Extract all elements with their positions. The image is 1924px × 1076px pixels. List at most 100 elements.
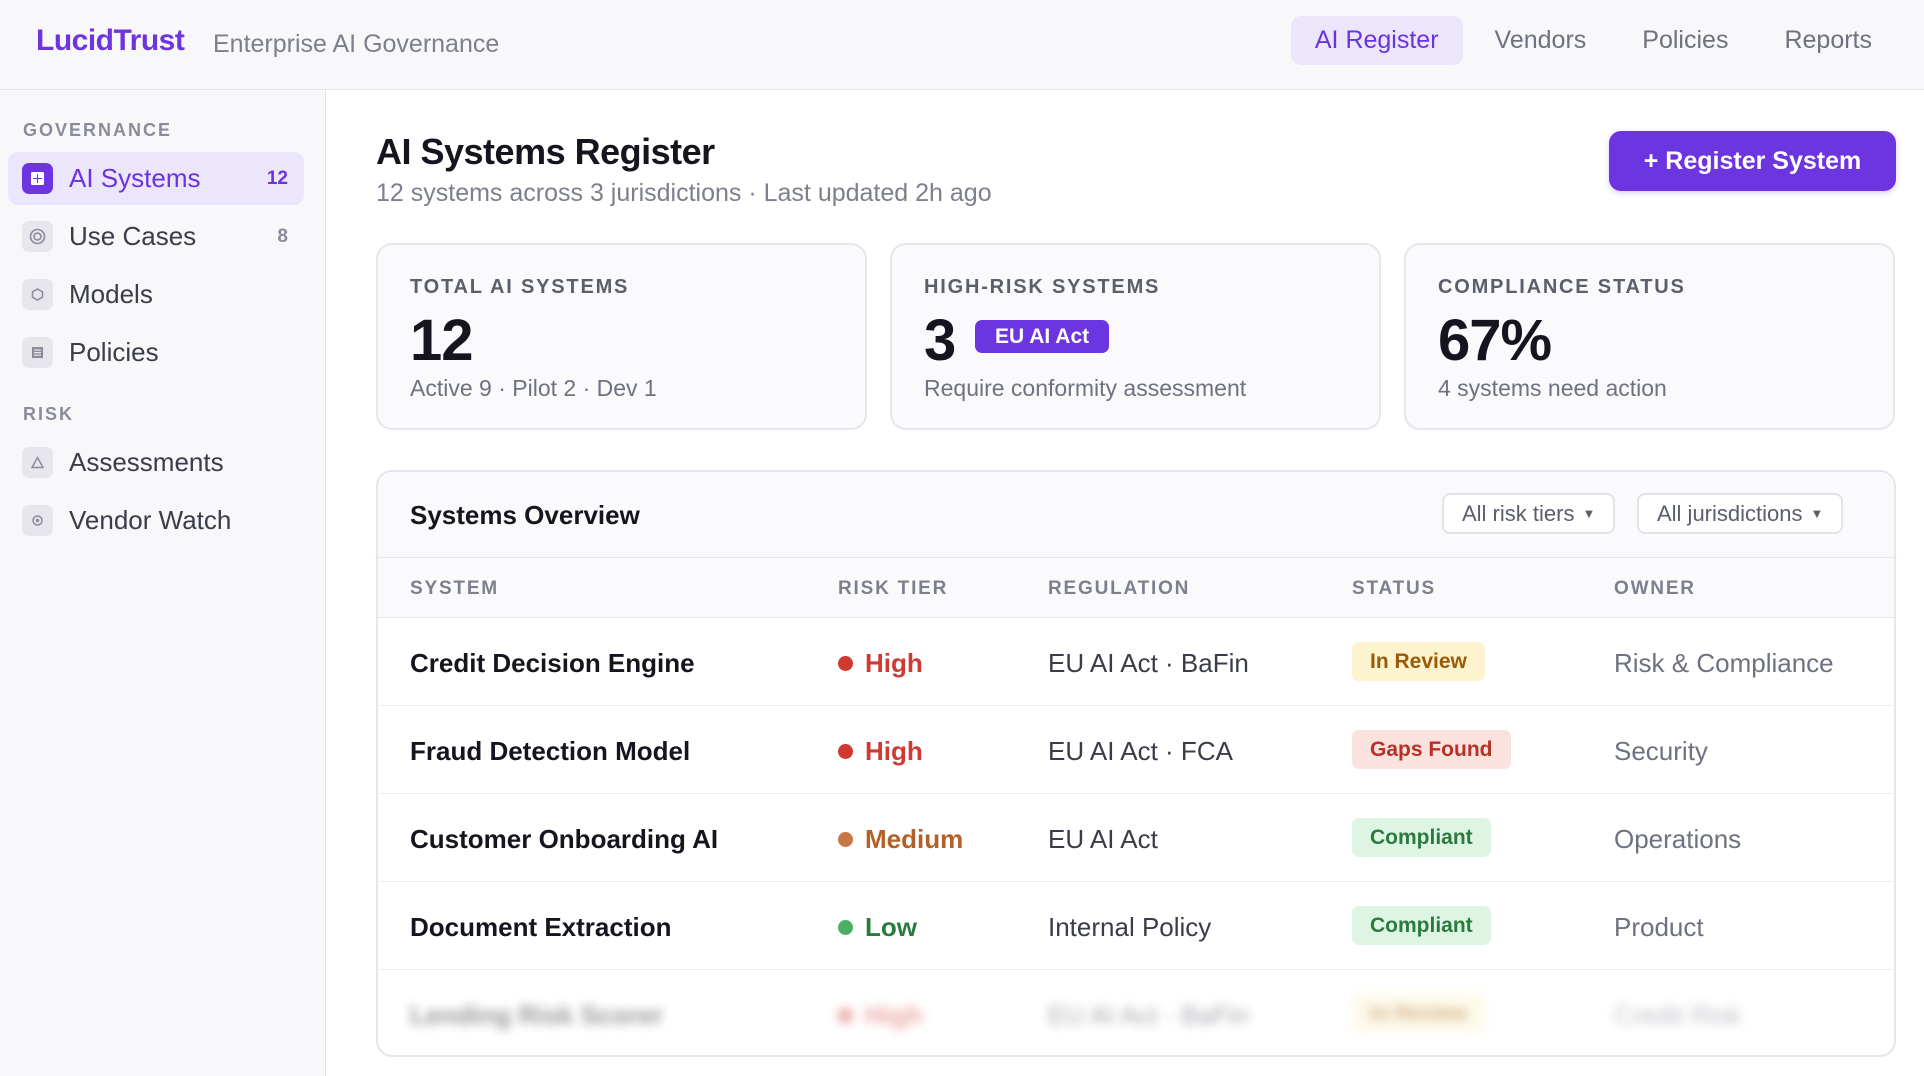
risk-tier-filter[interactable]: All risk tiers ▼ [1442, 493, 1616, 534]
sidebar-item-label: Vendor Watch [69, 505, 232, 535]
owner: Credit Risk [1614, 1000, 1742, 1030]
column-header-system[interactable]: SYSTEM [410, 578, 499, 599]
sidebar-item-label: AI Systems [69, 163, 201, 193]
owner: Operations [1614, 824, 1742, 854]
risk-tier: Medium [838, 824, 963, 855]
risk-label: High [865, 1000, 923, 1030]
risk-dot-icon [838, 832, 853, 847]
sidebar-item-policies[interactable]: Policies [8, 326, 304, 379]
risk-dot-icon [838, 656, 853, 671]
status-badge: Gaps Found [1352, 730, 1511, 769]
sidebar-item-models[interactable]: Models [8, 268, 304, 321]
stat-label: HIGH-RISK SYSTEMS [924, 276, 1161, 298]
system-name: Credit Decision Engine [410, 648, 695, 678]
topnav-ai-register[interactable]: AI Register [1290, 16, 1463, 65]
sidebar-item-vendor-watch[interactable]: Vendor Watch [8, 494, 304, 547]
sidebar-item-label: Policies [69, 337, 159, 367]
systems-overview-panel: Systems Overview All risk tiers ▼ All ju… [376, 470, 1896, 1057]
regulation: EU AI Act · FCA [1048, 736, 1233, 766]
risk-tier: High [838, 648, 923, 679]
sidebar-section-risk: RISK [23, 404, 75, 424]
regulation: EU AI Act · BaFin [1048, 1000, 1249, 1030]
risk-dot-icon [838, 920, 853, 935]
table-row[interactable]: Credit Decision Engine High EU AI Act · … [378, 618, 1894, 706]
stat-value: 12 [410, 308, 474, 373]
risk-tier: High [838, 736, 923, 767]
stat-foot: Require conformity assessment [924, 375, 1247, 401]
status-badge: In Review [1352, 642, 1485, 681]
risk-label: High [865, 736, 923, 766]
sidebar-item-ai-systems[interactable]: AI Systems 12 [8, 152, 304, 205]
panel-title: Systems Overview [410, 500, 640, 530]
sidebar-item-label: Use Cases [69, 221, 197, 251]
system-name: Customer Onboarding AI [410, 824, 719, 854]
top-bar: LucidTrust Enterprise AI Governance AI R… [0, 0, 1924, 90]
column-header-status[interactable]: STATUS [1352, 578, 1436, 599]
stat-label: COMPLIANCE STATUS [1438, 276, 1686, 298]
top-nav: AI Register Vendors Policies Reports [1290, 16, 1896, 65]
risk-label: High [865, 648, 923, 678]
column-header-risk-tier[interactable]: RISK TIER [838, 578, 949, 599]
stat-card-total: TOTAL AI SYSTEMS 12 Active 9 · Pilot 2 ·… [376, 243, 867, 430]
regulation: EU AI Act · BaFin [1048, 648, 1249, 678]
stat-value: 3 [924, 308, 956, 373]
column-header-regulation[interactable]: REGULATION [1048, 578, 1191, 599]
regulation: EU AI Act [1048, 824, 1158, 854]
table-row[interactable]: Customer Onboarding AI Medium EU AI Act … [378, 794, 1894, 882]
eye-icon [22, 505, 53, 536]
status-badge: Compliant [1352, 818, 1491, 857]
system-name: Document Extraction [410, 912, 672, 942]
triangle-icon [22, 447, 53, 478]
status-badge: In Review [1352, 994, 1485, 1033]
register-system-button[interactable]: + Register System [1609, 131, 1896, 191]
risk-dot-icon [838, 1008, 853, 1023]
system-name: Fraud Detection Model [410, 736, 691, 766]
risk-label: Medium [865, 824, 964, 854]
sidebar-item-label: Models [69, 279, 153, 309]
sidebar-item-count: 12 [266, 167, 288, 189]
risk-dot-icon [838, 744, 853, 759]
stat-foot: 4 systems need action [1438, 375, 1667, 401]
regulation-badge: EU AI Act [975, 320, 1110, 353]
sidebar-section-governance: GOVERNANCE [23, 120, 173, 140]
page-title: AI Systems Register [376, 131, 715, 172]
topnav-policies[interactable]: Policies [1642, 26, 1729, 54]
filter-label: All risk tiers [1462, 500, 1575, 526]
stat-card-high-risk: HIGH-RISK SYSTEMS 3 EU AI Act Require co… [890, 243, 1381, 430]
stat-foot: Active 9 · Pilot 2 · Dev 1 [410, 375, 657, 401]
sidebar: GOVERNANCE AI Systems 12 Use Cases 8 Mod… [0, 90, 326, 1076]
jurisdiction-filter[interactable]: All jurisdictions ▼ [1637, 493, 1844, 534]
target-icon [22, 221, 53, 252]
owner: Risk & Compliance [1614, 648, 1834, 678]
stat-card-compliance: COMPLIANCE STATUS 67% 4 systems need act… [1404, 243, 1895, 430]
status-badge: Compliant [1352, 906, 1491, 945]
risk-tier: Low [838, 912, 917, 943]
brand-logo[interactable]: LucidTrust [36, 24, 185, 57]
sidebar-item-label: Assessments [69, 447, 224, 477]
stat-value: 67% [1438, 308, 1552, 373]
stat-label: TOTAL AI SYSTEMS [410, 276, 630, 298]
risk-label: Low [865, 912, 917, 942]
sidebar-item-use-cases[interactable]: Use Cases 8 [8, 210, 304, 263]
regulation: Internal Policy [1048, 912, 1212, 942]
hexagon-icon [22, 279, 53, 310]
table-row[interactable]: Document Extraction Low Internal Policy … [378, 882, 1894, 970]
table-header: SYSTEM RISK TIER REGULATION STATUS OWNER [378, 558, 1894, 618]
topnav-reports[interactable]: Reports [1784, 26, 1872, 54]
system-name: Lending Risk Scorer [410, 1000, 663, 1030]
risk-tier: High [838, 1000, 923, 1031]
chevron-down-icon: ▼ [1810, 506, 1824, 521]
topnav-vendors[interactable]: Vendors [1494, 26, 1587, 54]
chevron-down-icon: ▼ [1582, 506, 1596, 521]
owner: Product [1614, 912, 1704, 942]
sidebar-item-assessments[interactable]: Assessments [8, 436, 304, 489]
table-row[interactable]: Lending Risk Scorer High EU AI Act · BaF… [378, 970, 1894, 1055]
filter-label: All jurisdictions [1657, 500, 1803, 526]
owner: Security [1614, 736, 1708, 766]
table-row[interactable]: Fraud Detection Model High EU AI Act · F… [378, 706, 1894, 794]
sidebar-item-count: 8 [277, 225, 288, 247]
grid-icon [22, 163, 53, 194]
document-icon [22, 337, 53, 368]
page-subtitle: 12 systems across 3 jurisdictions · Last… [376, 179, 992, 207]
column-header-owner[interactable]: OWNER [1614, 578, 1696, 599]
